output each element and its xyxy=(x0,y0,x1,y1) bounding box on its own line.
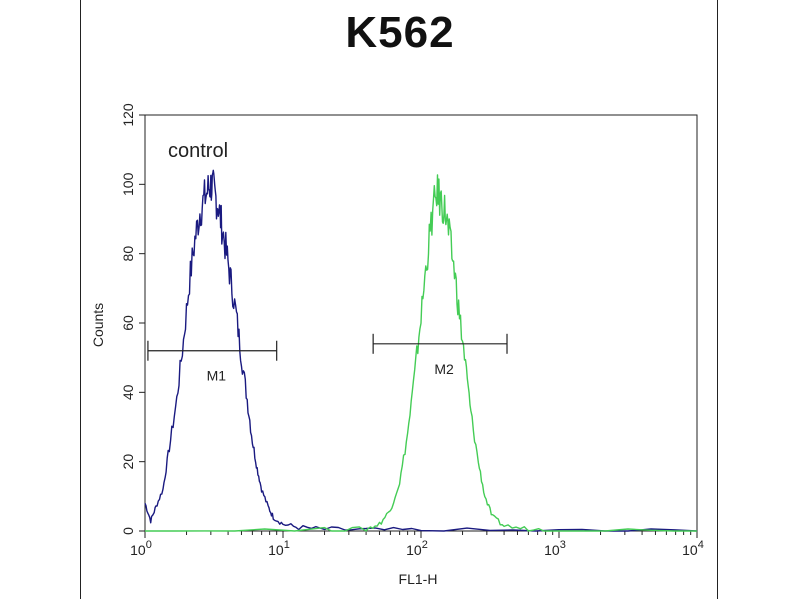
chart-title: K562 xyxy=(345,8,455,57)
x-tick-label: 102 xyxy=(406,539,428,558)
series-line xyxy=(144,169,698,532)
marker-label: M1 xyxy=(207,368,227,384)
axis-labels: FL1-H Counts xyxy=(90,303,437,587)
y-tick-label: 40 xyxy=(120,384,136,400)
control-label: control xyxy=(168,140,228,162)
figure-frame xyxy=(80,0,718,599)
x-axis-label: FL1-H xyxy=(399,571,438,587)
axes: 0 20 40 60 80 100 120 100 101 102 103 104 xyxy=(120,103,704,558)
marker-label: M2 xyxy=(434,361,454,377)
y-tick-label: 60 xyxy=(120,315,136,331)
x-tick-label: 104 xyxy=(682,539,704,558)
y-tick-label: 0 xyxy=(120,527,136,535)
series-layer xyxy=(144,169,698,532)
x-tick-label: 100 xyxy=(130,539,152,558)
x-tick-label: 103 xyxy=(544,539,566,558)
y-tick-label: 20 xyxy=(120,454,136,470)
x-tick-label: 101 xyxy=(268,539,290,558)
annotations: control M1 M2 xyxy=(147,140,508,384)
y-tick-label: 100 xyxy=(120,172,136,196)
series-line xyxy=(145,174,697,532)
y-tick-label: 120 xyxy=(120,103,136,127)
y-axis-label: Counts xyxy=(90,303,106,347)
y-tick-label: 80 xyxy=(120,246,136,262)
